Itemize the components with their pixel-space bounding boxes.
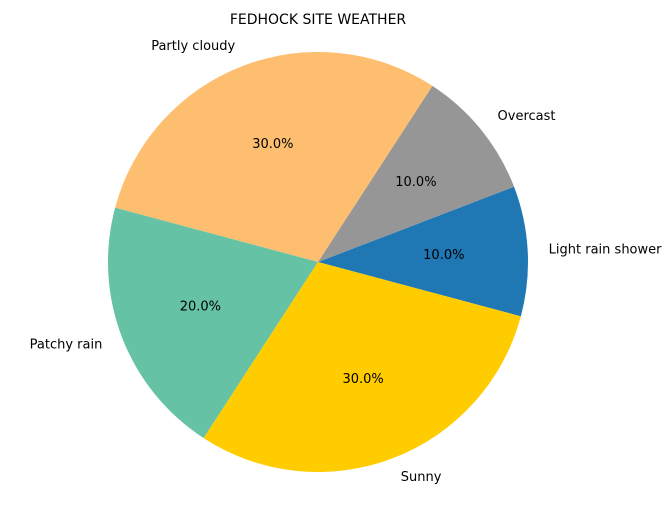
pie-category-label: Patchy rain [30, 337, 103, 352]
pie-category-label: Overcast [498, 109, 556, 124]
pie-category-label: Light rain shower [549, 242, 662, 257]
pie-percent-label: 10.0% [395, 175, 436, 190]
pie-slice-light-rain-shower [318, 186, 528, 317]
pie-category-label: Partly cloudy [151, 39, 235, 54]
pie-slices [108, 51, 528, 472]
pie-labels: 10.0% Light rain shower 10.0% Overcast 30.0%… [30, 39, 662, 485]
pie-percent-label: 30.0% [342, 372, 383, 387]
pie-slice-overcast [318, 85, 515, 262]
pie-percent-label: 20.0% [180, 300, 221, 315]
chart-title: FEDHOCK SITE WEATHER [230, 12, 407, 28]
pie-slice-partly-cloudy [115, 51, 433, 262]
pie-slice-sunny [203, 262, 521, 472]
pie-slice-patchy-rain [108, 207, 318, 439]
pie-percent-label: 10.0% [423, 248, 464, 263]
pie-percent-label: 30.0% [252, 137, 293, 152]
pie-category-label: Sunny [401, 470, 442, 485]
